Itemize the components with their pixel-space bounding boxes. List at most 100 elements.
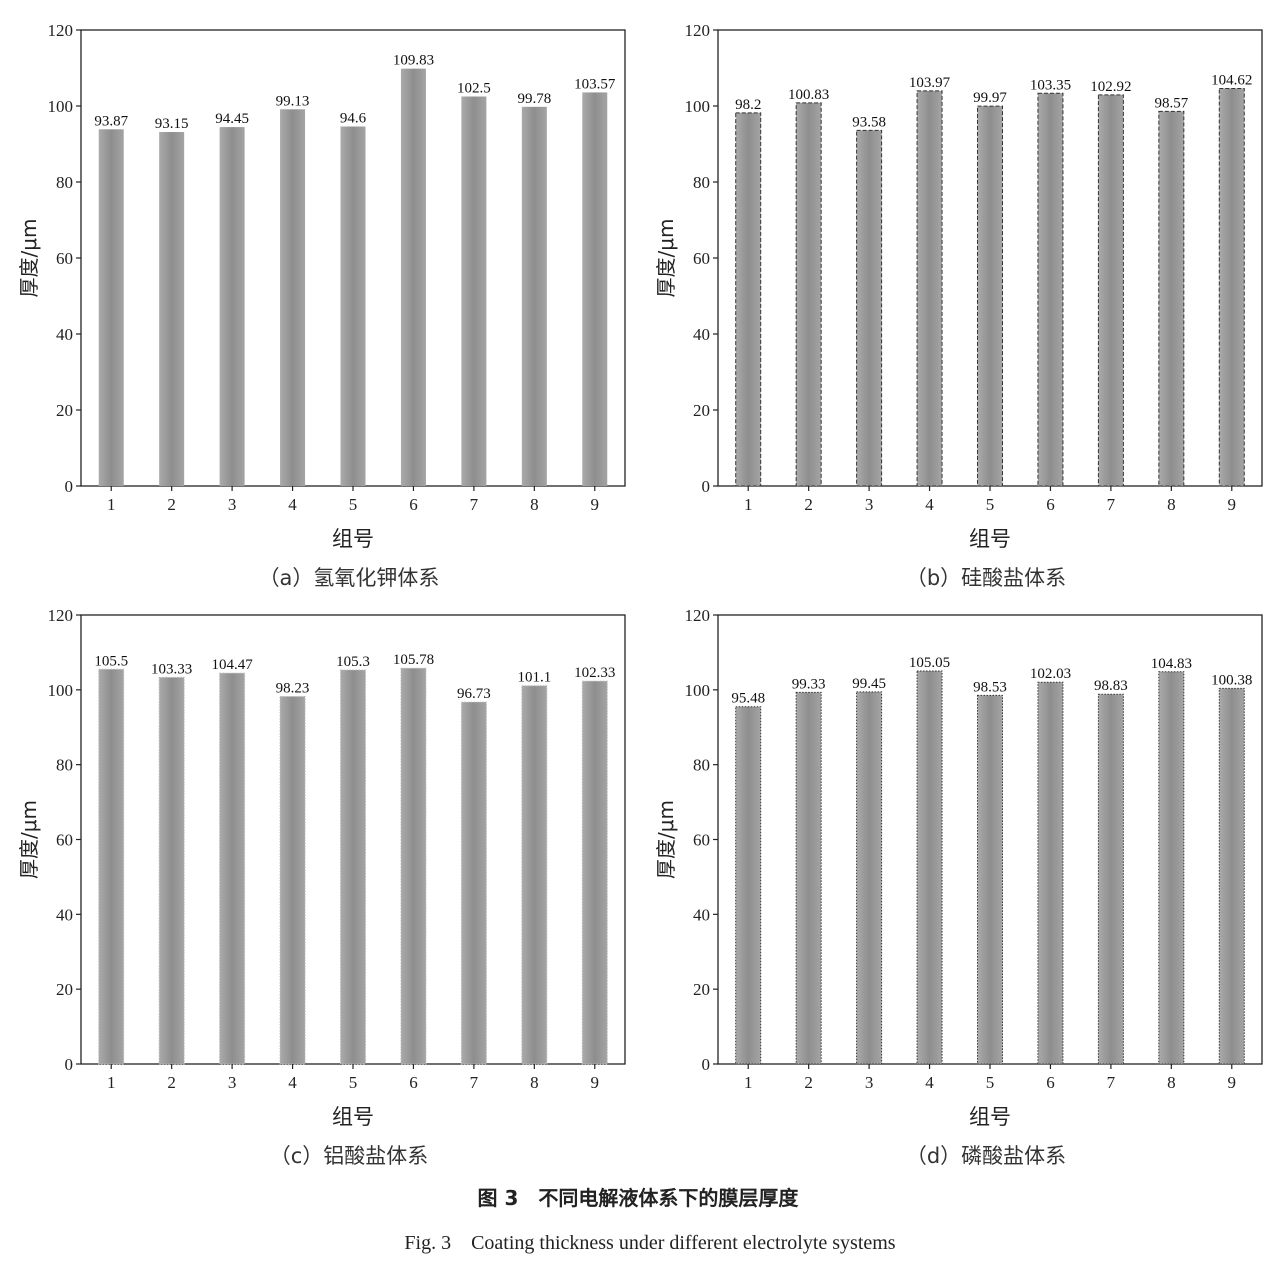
panel-d-data-label: 102.03	[1030, 666, 1071, 682]
panel-d-x-tick-label: 1	[744, 1073, 753, 1092]
panel-b-bar-8	[1158, 110, 1185, 487]
panel-a-y-tick-label: 0	[65, 477, 74, 496]
panel-a-data-label: 102.5	[457, 81, 491, 97]
panel-a-x-tick-label: 9	[591, 495, 600, 514]
panel-a-x-tick-label: 3	[228, 495, 237, 514]
panel-c-y-tick-label: 60	[56, 831, 73, 850]
panel-d-x-tick-label: 6	[1046, 1073, 1055, 1092]
panel-b-x-axis-label: 组号	[969, 527, 1011, 551]
panel-a-y-tick-label: 40	[56, 325, 73, 344]
panel-a-x-tick-label: 1	[107, 495, 116, 514]
panel-a-bar-1	[98, 129, 124, 486]
panel-b-data-label: 100.83	[788, 87, 829, 103]
panel-c-bar-5	[340, 669, 366, 1065]
panel-d-bar-5	[977, 694, 1003, 1065]
panel-d-y-tick-label: 40	[693, 905, 710, 924]
panel-b-x-tick-label: 6	[1046, 495, 1055, 514]
panel-b-y-tick-label: 80	[693, 173, 710, 192]
panel-c-x-tick-label: 2	[167, 1073, 176, 1092]
panel-c-data-label: 98.23	[276, 680, 310, 696]
panel-c-y-tick-label: 40	[56, 905, 73, 924]
panel-d-x-tick-label: 5	[986, 1073, 995, 1092]
panel-c-data-label: 96.73	[457, 686, 491, 702]
panel-b-data-label: 98.2	[735, 97, 761, 113]
panel-d-x-tick-label: 8	[1167, 1073, 1176, 1092]
panel-c-bar-1	[98, 668, 125, 1065]
panel-a-bar-4	[280, 109, 306, 486]
panel-d-bar-8	[1158, 671, 1185, 1065]
panel-a-data-label: 93.87	[94, 113, 128, 129]
panel-b-caption: （b）硅酸盐体系	[906, 566, 1066, 590]
panel-b-x-tick-label: 1	[744, 495, 753, 514]
panel-b-bar-3	[856, 129, 883, 487]
panel-d-data-label: 99.45	[852, 676, 886, 692]
panel-a-y-tick-label: 20	[56, 401, 73, 420]
panel-c-y-tick-label: 120	[48, 606, 74, 625]
panel-b-y-tick-label: 40	[693, 325, 710, 344]
panel-a-caption: （a）氢氧化钾体系	[259, 566, 440, 590]
panel-b-y-tick-label: 0	[702, 477, 711, 496]
panel-d-y-tick-label: 20	[693, 980, 710, 999]
panel-c-data-label: 103.33	[151, 661, 192, 677]
panel-a-x-tick-label: 8	[530, 495, 539, 514]
panel-a-bar-2	[159, 132, 185, 486]
panel-b-bar-5	[977, 105, 1003, 487]
panel-c-bar-2	[158, 676, 185, 1065]
panel-a-x-tick-label: 6	[409, 495, 418, 514]
figure-subtitle: Fig. 3 Coating thickness under different…	[404, 1232, 896, 1254]
panel-b-bar-9	[1218, 87, 1245, 487]
panel-c-x-tick-label: 6	[409, 1073, 418, 1092]
panel-d-y-axis-label: 厚度/μm	[654, 800, 678, 879]
panel-a-y-tick-label: 120	[48, 21, 74, 40]
panel-a-x-axis-label: 组号	[332, 527, 374, 551]
panel-d-bar-2	[795, 691, 822, 1065]
panel-b-x-tick-label: 5	[986, 495, 995, 514]
panel-d-y-tick-label: 0	[702, 1055, 711, 1074]
panel-a-y-tick-label: 100	[48, 97, 74, 116]
panel-c-data-label: 105.5	[94, 653, 128, 669]
panel-d-bar-6	[1037, 681, 1064, 1065]
panel-a-y-tick-label: 60	[56, 249, 73, 268]
panel-b-x-tick-label: 8	[1167, 495, 1176, 514]
panel-b-data-label: 104.62	[1211, 72, 1252, 88]
panel-b-y-tick-label: 120	[685, 21, 711, 40]
panel-d-y-tick-label: 60	[693, 831, 710, 850]
panel-c-bar-4	[279, 695, 306, 1065]
panel-c-x-tick-label: 4	[288, 1073, 297, 1092]
panel-a-bar-7	[461, 96, 487, 486]
panel-b-data-label: 103.97	[909, 75, 951, 91]
panel-a-bar-3	[219, 127, 245, 486]
panel-a-data-label: 103.57	[574, 76, 616, 92]
panel-a-data-label: 99.78	[517, 91, 551, 107]
panel-d-data-label: 105.05	[909, 655, 950, 671]
panel-b-bar-2	[795, 102, 822, 487]
panel-a-x-tick-label: 7	[470, 495, 479, 514]
panel-d-data-label: 104.83	[1151, 656, 1192, 672]
panel-a-data-label: 94.6	[340, 111, 367, 127]
panel-c-y-tick-label: 20	[56, 980, 73, 999]
figure-title: 图 3 不同电解液体系下的膜层厚度	[477, 1186, 799, 1210]
panel-b-x-tick-label: 2	[804, 495, 813, 514]
panel-d-x-tick-label: 3	[865, 1073, 874, 1092]
panel-c-y-axis-label: 厚度/μm	[17, 800, 41, 879]
panel-b-x-tick-label: 7	[1107, 495, 1116, 514]
panel-b-data-label: 93.58	[852, 114, 886, 130]
panel-d-x-tick-label: 2	[804, 1073, 813, 1092]
panel-a-data-label: 99.13	[276, 93, 310, 109]
panel-d-caption: （d）磷酸盐体系	[906, 1144, 1066, 1168]
panel-a-bar-9	[582, 92, 608, 487]
panel-c-x-tick-label: 3	[228, 1073, 237, 1092]
panel-b-bar-1	[735, 112, 762, 487]
panel-b-x-tick-label: 4	[925, 495, 934, 514]
panel-b-data-label: 102.92	[1090, 79, 1131, 95]
panel-c-data-label: 104.47	[211, 657, 253, 673]
panel-c-data-label: 102.33	[574, 665, 615, 681]
panel-d-x-tick-label: 7	[1107, 1073, 1116, 1092]
panel-d-bar-4	[916, 670, 943, 1065]
panel-c-x-tick-label: 5	[349, 1073, 358, 1092]
panel-a-x-tick-label: 2	[167, 495, 176, 514]
panel-d-data-label: 100.38	[1211, 672, 1252, 688]
panel-b-bar-7	[1097, 94, 1124, 487]
panel-c-data-label: 105.3	[336, 654, 370, 670]
panel-b-bar-4	[916, 90, 943, 487]
